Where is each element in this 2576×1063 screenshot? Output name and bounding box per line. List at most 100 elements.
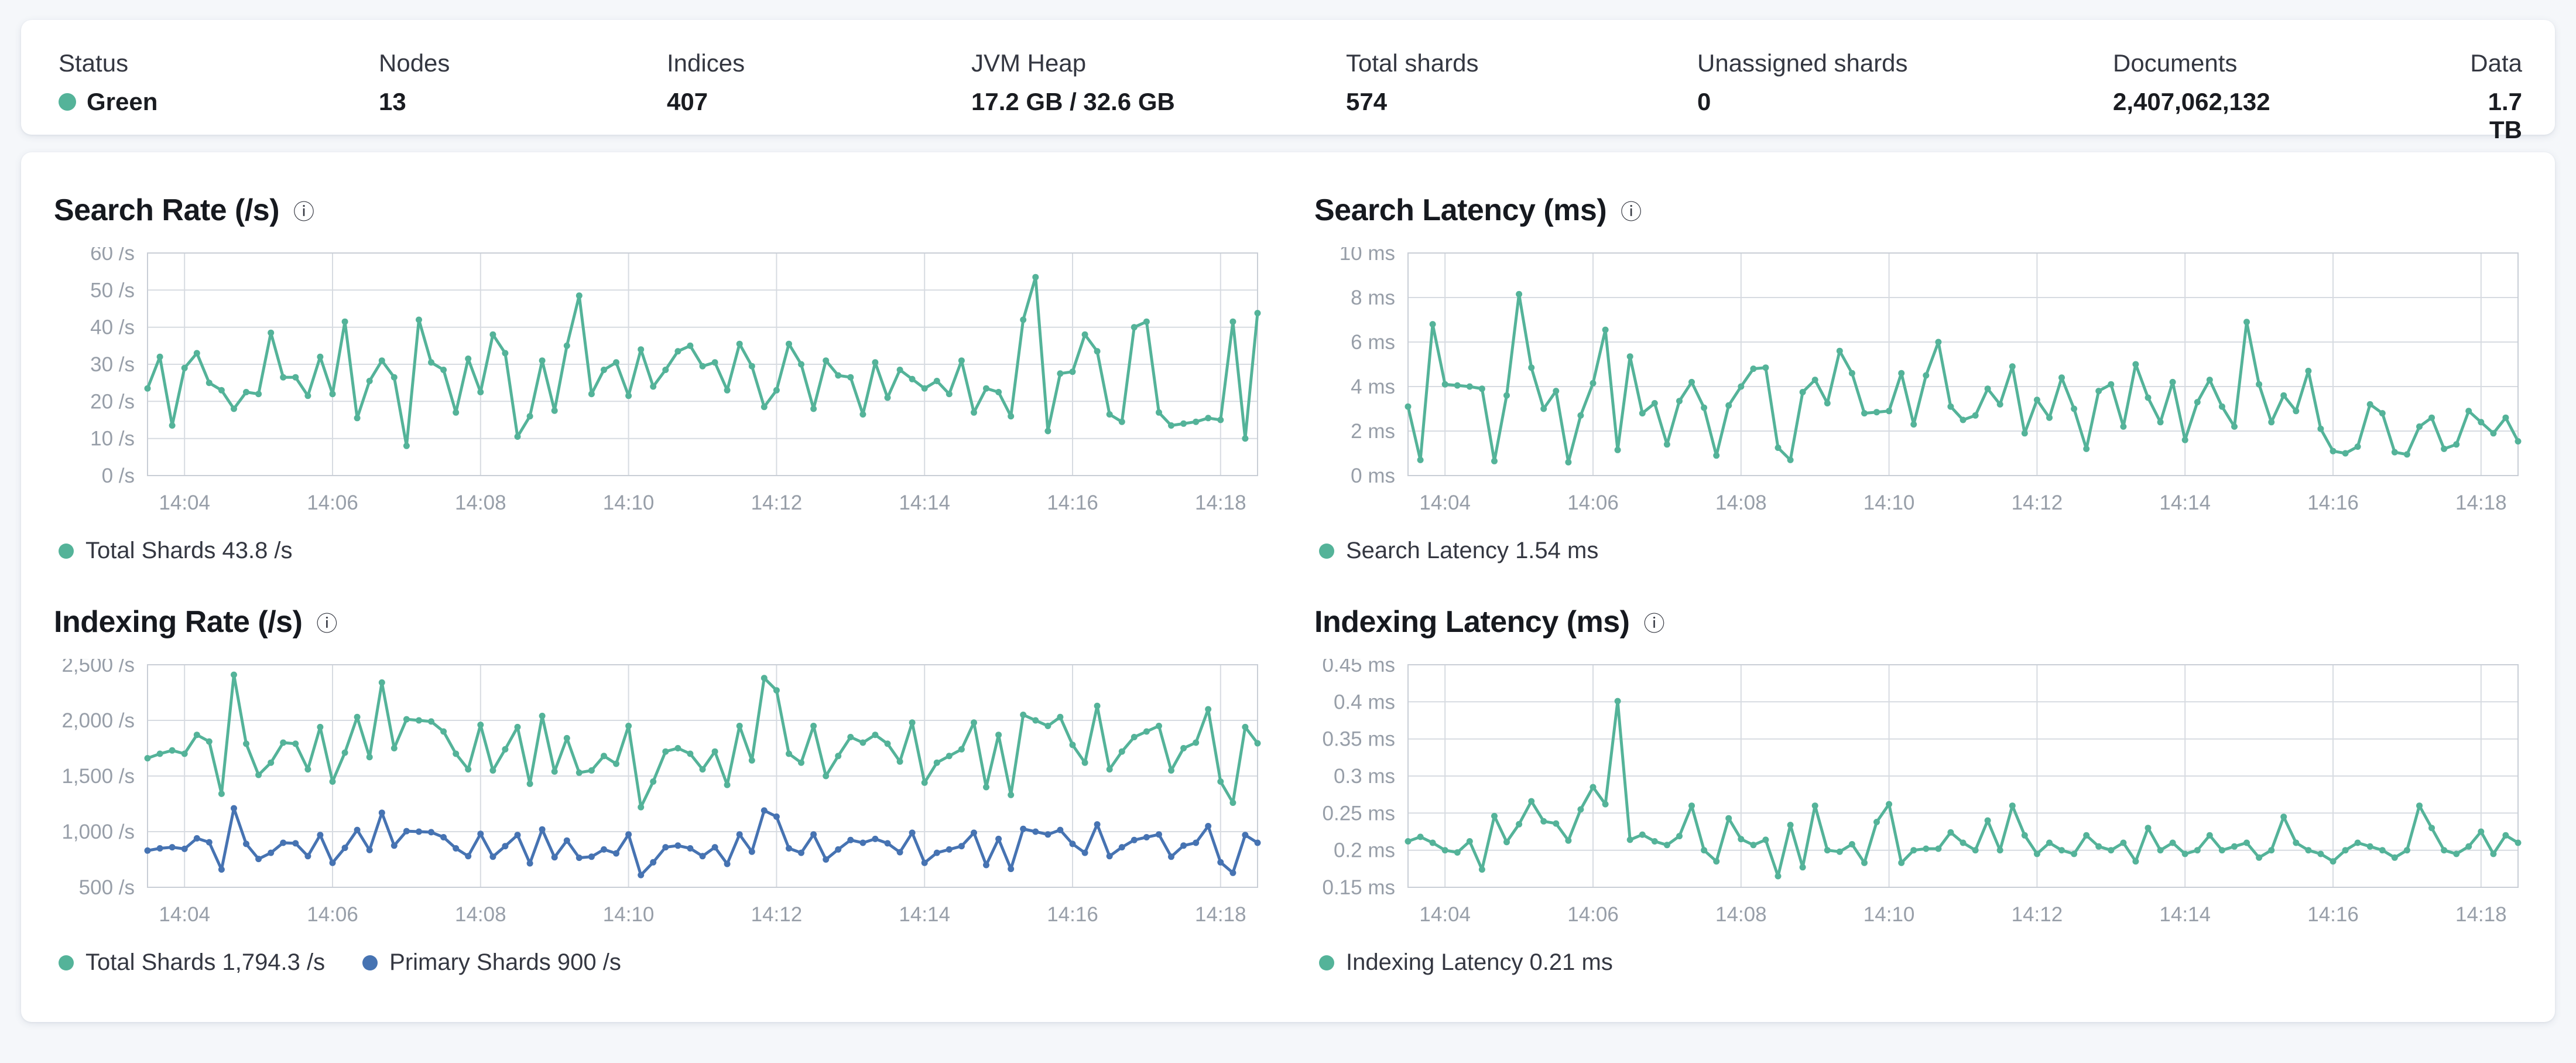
svg-text:14:14: 14:14	[899, 903, 950, 926]
stat-nodes: Nodes 13	[379, 49, 667, 116]
stat-label: Documents	[2113, 49, 2238, 77]
svg-text:0.15 ms: 0.15 ms	[1323, 876, 1396, 899]
stat-unassigned-shards: Unassigned shards 0	[1697, 49, 2113, 116]
stat-jvm-heap: JVM Heap 17.2 GB / 32.6 GB	[971, 49, 1346, 116]
search-latency-legend: Search Latency 1.54 ms	[1319, 538, 2522, 564]
indexing-rate-legend: Total Shards 1,794.3 /s Primary Shards 90…	[59, 949, 1262, 976]
svg-text:2 ms: 2 ms	[1351, 420, 1395, 443]
svg-text:4 ms: 4 ms	[1351, 375, 1395, 398]
svg-text:14:06: 14:06	[1567, 491, 1619, 514]
legend-label: Total Shards 1,794.3 /s	[85, 949, 326, 975]
svg-text:500 /s: 500 /s	[79, 876, 135, 899]
stat-value: Green	[87, 88, 158, 115]
stat-value: 0	[1697, 88, 1711, 115]
indexing-rate-plot[interactable]: 2,500 /s 2,000 /s 1,500 /s 1,000 /s 500 /s 14…	[54, 659, 1262, 934]
svg-text:20 /s: 20 /s	[90, 390, 135, 413]
svg-text:0.4 ms: 0.4 ms	[1334, 691, 1395, 713]
svg-text:14:10: 14:10	[1864, 903, 1915, 926]
svg-text:14:18: 14:18	[1195, 491, 1246, 514]
svg-text:14:12: 14:12	[751, 491, 803, 514]
legend-series-dot	[1319, 955, 1334, 970]
chart-title: Indexing Rate (/s)	[54, 605, 303, 640]
legend-series-dot	[59, 955, 74, 970]
stat-data-size: Data 1.7 TB	[2464, 49, 2522, 144]
legend-label: Primary Shards 900 /s	[389, 949, 621, 975]
stat-value: 2,407,062,132	[2113, 88, 2270, 115]
svg-text:14:04: 14:04	[159, 491, 210, 514]
svg-text:14:16: 14:16	[2307, 491, 2359, 514]
svg-text:10 ms: 10 ms	[1340, 247, 1395, 265]
stat-documents: Documents 2,407,062,132	[2113, 49, 2464, 116]
svg-text:0 /s: 0 /s	[102, 464, 135, 487]
svg-text:14:10: 14:10	[603, 491, 655, 514]
stat-label: Unassigned shards	[1697, 49, 1908, 77]
info-icon[interactable]: ⓘ	[293, 200, 315, 224]
stat-label: Indices	[667, 49, 745, 77]
svg-text:0.45 ms: 0.45 ms	[1323, 659, 1396, 676]
metrics-panel: Search Rate (/s) ⓘ 60 /s 50 /s 40 /s 30 /s 2…	[21, 152, 2555, 1022]
legend-label: Total Shards 43.8 /s	[85, 538, 293, 563]
svg-text:14:14: 14:14	[2159, 491, 2211, 514]
svg-text:14:18: 14:18	[2455, 903, 2507, 926]
stat-value: 1.7 TB	[2488, 88, 2522, 143]
svg-text:14:12: 14:12	[2012, 491, 2063, 514]
chart-title: Indexing Latency (ms)	[1314, 605, 1630, 640]
status-dot	[59, 93, 76, 111]
stat-status: Status Green	[59, 49, 379, 116]
svg-text:2,000 /s: 2,000 /s	[61, 709, 135, 732]
svg-text:1,000 /s: 1,000 /s	[61, 821, 135, 843]
svg-text:0.3 ms: 0.3 ms	[1334, 765, 1395, 788]
svg-text:40 /s: 40 /s	[90, 316, 135, 339]
stat-value: 407	[667, 88, 708, 115]
svg-text:14:12: 14:12	[2012, 903, 2063, 926]
chart-indexing-latency: Indexing Latency (ms) ⓘ 0.45 ms 0.4 ms 0.3…	[1314, 605, 2522, 976]
legend-item: Primary Shards 900 /s	[362, 949, 621, 976]
legend-item: Indexing Latency 0.21 ms	[1319, 949, 1613, 976]
stat-label: Data	[2470, 49, 2522, 77]
search-rate-legend: Total Shards 43.8 /s	[59, 538, 1262, 564]
svg-text:50 /s: 50 /s	[90, 279, 135, 302]
svg-text:14:18: 14:18	[1195, 903, 1246, 926]
stat-total-shards: Total shards 574	[1346, 49, 1697, 116]
svg-text:10 /s: 10 /s	[90, 428, 135, 450]
svg-text:6 ms: 6 ms	[1351, 331, 1395, 354]
svg-text:14:18: 14:18	[2455, 491, 2507, 514]
svg-text:14:12: 14:12	[751, 903, 803, 926]
svg-text:14:08: 14:08	[455, 903, 506, 926]
svg-text:30 /s: 30 /s	[90, 353, 135, 376]
svg-text:14:08: 14:08	[1715, 903, 1767, 926]
svg-text:14:04: 14:04	[1419, 491, 1471, 514]
stack-monitoring-overview-page: { "colors": { "teal": "#54b399", "blue":…	[0, 20, 2576, 1063]
stat-label: Total shards	[1346, 49, 1479, 77]
stat-indices: Indices 407	[667, 49, 971, 116]
indexing-latency-plot[interactable]: 0.45 ms 0.4 ms 0.35 ms 0.3 ms 0.25 ms 0.2 ms 0…	[1314, 659, 2522, 934]
stat-value: 17.2 GB / 32.6 GB	[971, 88, 1175, 115]
search-latency-plot[interactable]: 10 ms 8 ms 6 ms 4 ms 2 ms 0 ms 14:04 14:06 14:08…	[1314, 247, 2522, 522]
legend-item: Search Latency 1.54 ms	[1319, 538, 1598, 564]
info-icon[interactable]: ⓘ	[1643, 611, 1665, 635]
svg-text:0.25 ms: 0.25 ms	[1323, 802, 1396, 825]
legend-series-dot	[59, 543, 74, 559]
svg-text:14:14: 14:14	[899, 491, 950, 514]
svg-text:0 ms: 0 ms	[1351, 464, 1395, 487]
chart-title: Search Latency (ms)	[1314, 193, 1607, 228]
svg-text:14:16: 14:16	[1047, 491, 1098, 514]
svg-text:14:16: 14:16	[1047, 903, 1098, 926]
chart-search-latency: Search Latency (ms) ⓘ 10 ms 8 ms 6 ms 4 ms 2…	[1314, 193, 2522, 564]
svg-text:0.35 ms: 0.35 ms	[1323, 728, 1396, 751]
svg-text:1,500 /s: 1,500 /s	[61, 765, 135, 788]
legend-label: Indexing Latency 0.21 ms	[1346, 949, 1613, 975]
svg-text:14:10: 14:10	[1864, 491, 1915, 514]
svg-text:14:06: 14:06	[307, 903, 358, 926]
info-icon[interactable]: ⓘ	[316, 611, 338, 635]
svg-text:0.2 ms: 0.2 ms	[1334, 839, 1395, 862]
stat-value: 574	[1346, 88, 1388, 115]
svg-text:14:04: 14:04	[1419, 903, 1471, 926]
chart-title: Search Rate (/s)	[54, 193, 280, 228]
svg-text:14:04: 14:04	[159, 903, 210, 926]
info-icon[interactable]: ⓘ	[1621, 200, 1642, 224]
stat-label: JVM Heap	[971, 49, 1087, 77]
stat-value: 13	[379, 88, 406, 115]
search-rate-plot[interactable]: 60 /s 50 /s 40 /s 30 /s 20 /s 10 /s 0 /s 14:04 1…	[54, 247, 1262, 522]
legend-label: Search Latency 1.54 ms	[1346, 538, 1599, 563]
